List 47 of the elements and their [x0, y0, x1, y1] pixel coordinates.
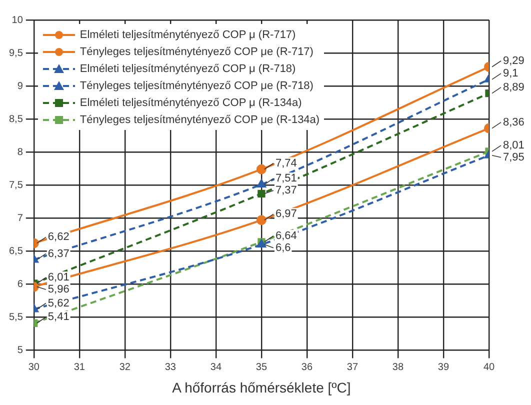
legend-label: Elméleti teljesítménytényező COP μ (R-718) — [80, 62, 296, 74]
y-tick-label: 6 — [17, 278, 24, 290]
legend-label: Tényleges teljesítménytényező COP μe (R-134a) — [80, 114, 320, 126]
x-tick-label: 38 — [392, 362, 404, 373]
y-tick-label: 9,5 — [8, 48, 24, 59]
data-label: 7,74 — [275, 157, 297, 170]
data-label: 6,01 — [48, 272, 70, 284]
y-tick-label: 10 — [12, 14, 24, 26]
x-tick-label: 36 — [301, 362, 313, 373]
y-tick-label: 7 — [17, 212, 24, 224]
data-label: 7,51 — [275, 172, 297, 184]
x-tick-label: 39 — [438, 362, 450, 373]
y-tick-label: 8 — [17, 146, 24, 158]
y-tick-label: 9 — [17, 80, 24, 92]
data-label: 6,62 — [48, 231, 70, 244]
legend-label: Elméleti teljesítménytényező COP μ (R-134a) — [80, 96, 302, 108]
x-tick-label: 40 — [483, 362, 495, 373]
y-tick-label: 6,5 — [8, 246, 24, 257]
y-tick-label: 8,5 — [8, 114, 24, 125]
x-tick-label: 32 — [119, 362, 131, 373]
y-tick-label: 7,5 — [8, 180, 24, 191]
data-label: 5,96 — [48, 284, 70, 296]
x-tick-label: 34 — [210, 362, 222, 373]
legend-label: Tényleges teljesítménytényező COP μe (R-718) — [80, 80, 314, 92]
data-label: 6,6 — [275, 242, 291, 254]
data-label: 7,37 — [275, 184, 297, 196]
y-tick-label: 5,5 — [8, 312, 24, 323]
x-tick-label: 37 — [346, 362, 358, 373]
data-label: 8,36 — [503, 116, 524, 128]
data-label: 5,41 — [48, 311, 70, 324]
data-label: 7,95 — [503, 151, 524, 164]
legend-label: Tényleges teljesítménytényező COP μe (R-717) — [80, 46, 314, 58]
x-axis-title: A hőforrás hőmérséklete [ºC] — [172, 379, 351, 396]
x-tick-label: 35 — [256, 362, 268, 373]
data-label: 6,97 — [275, 208, 297, 220]
data-label: 9,29 — [503, 54, 524, 67]
x-tick-label: 33 — [164, 362, 176, 373]
data-label: 8,89 — [503, 81, 524, 94]
x-tick-label: 30 — [28, 362, 40, 373]
data-label: 6,37 — [48, 248, 70, 260]
data-label: 6,64 — [275, 230, 297, 242]
y-tick-label: 5 — [17, 344, 24, 356]
data-label: 9,1 — [503, 67, 518, 80]
x-tick-label: 31 — [74, 362, 86, 373]
legend-label: Elméleti teljesítménytényező COP μ (R-717) — [80, 28, 296, 40]
data-label: 5,62 — [48, 297, 70, 310]
data-label: 8,01 — [503, 139, 524, 152]
